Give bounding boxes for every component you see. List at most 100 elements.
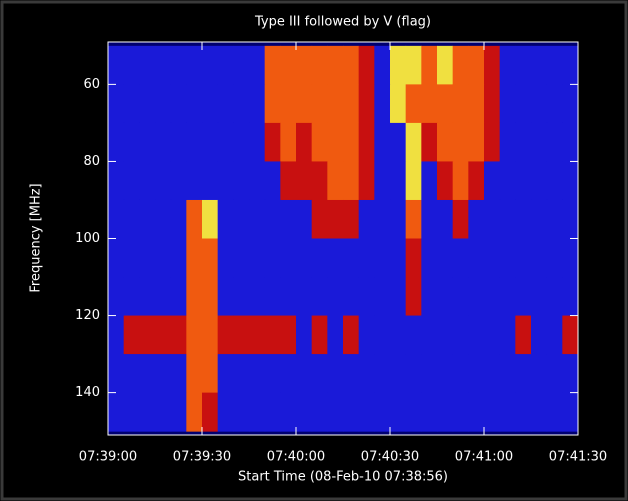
y-tick-label: 60 <box>83 77 100 92</box>
heatmap-cell <box>437 315 454 355</box>
heatmap-cell <box>202 122 219 162</box>
x-tick-label: 07:41:00 <box>455 450 513 465</box>
heatmap-cell <box>186 392 203 432</box>
x-axis-label: Start Time (08-Feb-10 07:38:56) <box>238 470 448 485</box>
heatmap-cell <box>390 122 407 162</box>
heatmap-cell <box>170 277 187 317</box>
heatmap-cell <box>468 199 485 239</box>
heatmap-cell <box>343 277 360 317</box>
heatmap-cell <box>296 45 313 85</box>
heatmap-cell <box>327 238 344 278</box>
heatmap-cell <box>170 392 187 432</box>
y-tick-label: 100 <box>75 231 100 246</box>
heatmap-cell <box>374 199 391 239</box>
heatmap-cell <box>484 122 501 162</box>
heatmap-cell <box>186 199 203 239</box>
heatmap-cell <box>343 199 360 239</box>
heatmap-cell <box>562 392 579 432</box>
heatmap-cell <box>437 45 454 85</box>
heatmap-cell <box>484 315 501 355</box>
heatmap-cell <box>421 45 438 85</box>
heatmap-cell <box>499 315 516 355</box>
x-tick-label: 07:39:30 <box>173 450 231 465</box>
heatmap-cell <box>515 161 532 201</box>
heatmap-cell <box>217 392 234 432</box>
heatmap-cell <box>531 45 548 85</box>
heatmap-cell <box>437 122 454 162</box>
heatmap-cell <box>139 354 156 394</box>
heatmap-cell <box>390 199 407 239</box>
heatmap-cell <box>515 122 532 162</box>
heatmap-cell <box>233 238 250 278</box>
heatmap-cell <box>358 238 375 278</box>
heatmap-cell <box>452 392 469 432</box>
heatmap-cell <box>170 199 187 239</box>
heatmap-cell <box>233 199 250 239</box>
heatmap-cell <box>499 161 516 201</box>
heatmap-cell <box>233 392 250 432</box>
heatmap-cell <box>546 354 563 394</box>
y-tick-label: 140 <box>75 385 100 400</box>
heatmap-cell <box>531 392 548 432</box>
heatmap-cell <box>358 84 375 124</box>
heatmap-cell <box>343 161 360 201</box>
heatmap-cell <box>390 161 407 201</box>
heatmap-cell <box>452 84 469 124</box>
y-axis-label: Frequency [MHz] <box>29 183 44 292</box>
heatmap-cell <box>562 315 579 355</box>
heatmap-cell <box>123 84 140 124</box>
heatmap-cell <box>280 315 297 355</box>
heatmap-cell <box>217 199 234 239</box>
heatmap-cell <box>155 161 172 201</box>
heatmap-cell <box>123 122 140 162</box>
heatmap-cell <box>546 161 563 201</box>
heatmap-cell <box>249 354 266 394</box>
heatmap-cell <box>186 122 203 162</box>
heatmap-cell <box>155 122 172 162</box>
heatmap-cell <box>484 199 501 239</box>
heatmap-cell <box>280 354 297 394</box>
heatmap-cell <box>249 199 266 239</box>
heatmap-cell <box>264 199 281 239</box>
heatmap-cell <box>421 315 438 355</box>
heatmap-cell <box>233 354 250 394</box>
heatmap-cell <box>452 199 469 239</box>
heatmap-cell <box>139 84 156 124</box>
heatmap-cell <box>562 238 579 278</box>
heatmap-cell <box>123 161 140 201</box>
heatmap-cell <box>358 199 375 239</box>
heatmap-cell <box>233 161 250 201</box>
heatmap-cell <box>515 45 532 85</box>
heatmap-cell <box>249 45 266 85</box>
heatmap-cell <box>217 315 234 355</box>
x-tick-label: 07:40:30 <box>361 450 419 465</box>
heatmap-cell <box>311 199 328 239</box>
heatmap-cell <box>233 84 250 124</box>
heatmap-cell <box>327 354 344 394</box>
heatmap-cell <box>515 199 532 239</box>
heatmap-cell <box>405 238 422 278</box>
heatmap-cell <box>217 45 234 85</box>
heatmap-cell <box>468 122 485 162</box>
heatmap-cell <box>374 392 391 432</box>
heatmap-cells <box>108 45 579 432</box>
heatmap-cell <box>217 84 234 124</box>
heatmap-cell <box>484 238 501 278</box>
heatmap-cell <box>452 277 469 317</box>
heatmap-cell <box>233 315 250 355</box>
heatmap-cell <box>123 315 140 355</box>
heatmap-cell <box>233 45 250 85</box>
heatmap-cell <box>421 238 438 278</box>
heatmap-cell <box>264 161 281 201</box>
heatmap-cell <box>155 238 172 278</box>
heatmap-cell <box>499 45 516 85</box>
heatmap-cell <box>468 161 485 201</box>
heatmap-cell <box>374 84 391 124</box>
heatmap-cell <box>311 315 328 355</box>
heatmap-cell <box>358 277 375 317</box>
heatmap-cell <box>343 238 360 278</box>
heatmap-cell <box>531 161 548 201</box>
heatmap-cell <box>327 45 344 85</box>
